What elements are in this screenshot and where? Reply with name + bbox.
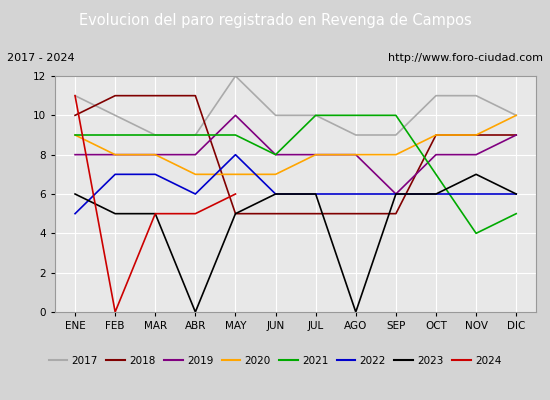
Text: 2017 - 2024: 2017 - 2024 bbox=[7, 53, 74, 63]
Text: Evolucion del paro registrado en Revenga de Campos: Evolucion del paro registrado en Revenga… bbox=[79, 14, 471, 28]
Text: http://www.foro-ciudad.com: http://www.foro-ciudad.com bbox=[388, 53, 543, 63]
Legend: 2017, 2018, 2019, 2020, 2021, 2022, 2023, 2024: 2017, 2018, 2019, 2020, 2021, 2022, 2023… bbox=[49, 356, 501, 366]
